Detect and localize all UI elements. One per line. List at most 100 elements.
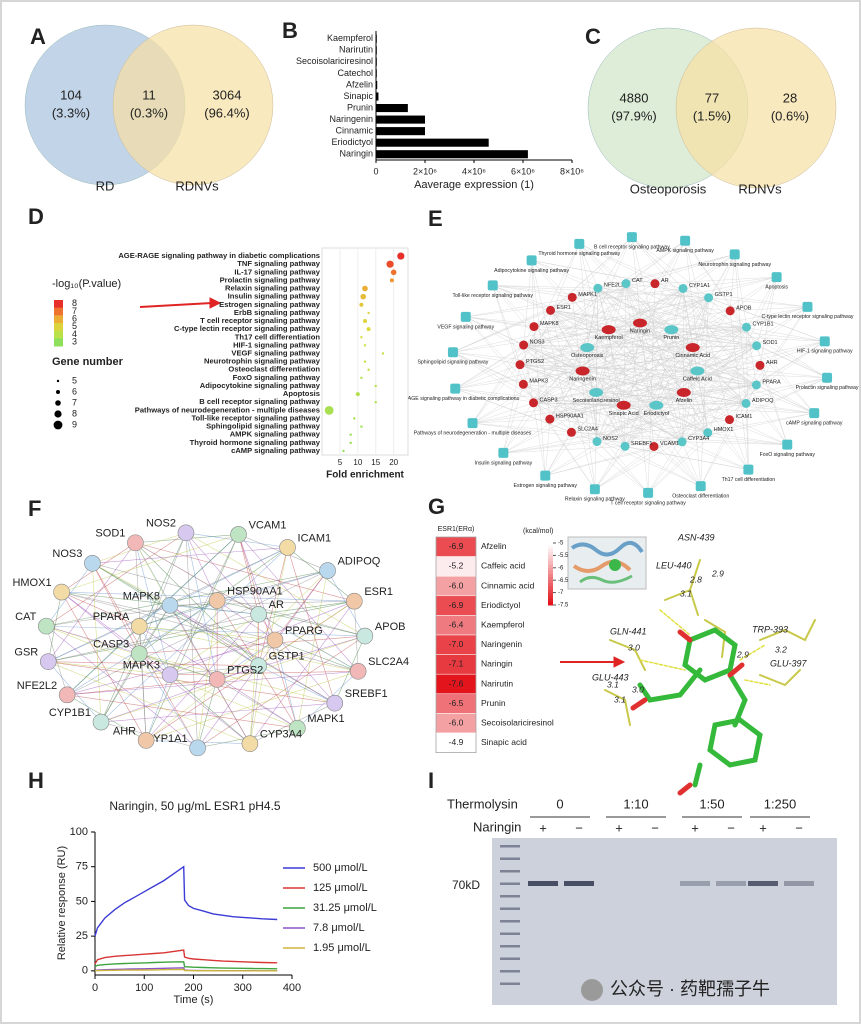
edge — [572, 297, 596, 490]
edge — [597, 288, 657, 406]
edge — [61, 591, 359, 672]
dot — [362, 285, 368, 292]
edge — [452, 352, 524, 385]
protein-node — [161, 666, 179, 683]
venn-count: 4880 — [620, 90, 649, 105]
y-tick-label: VEGF signaling pathway — [231, 349, 320, 358]
protein-node — [39, 653, 57, 670]
edge — [61, 591, 140, 627]
y-tick-label: Sphingolipid signaling pathway — [206, 422, 321, 431]
edge — [625, 283, 749, 470]
edge — [92, 547, 288, 564]
target-label: AR — [661, 278, 669, 284]
colorbar-step — [548, 570, 553, 575]
edge — [519, 306, 808, 365]
cell-label: -4.9 — [449, 737, 464, 747]
edge — [472, 418, 550, 424]
target-label: MAPK8 — [540, 321, 559, 327]
panel-letter: A — [30, 24, 46, 49]
pathway-label: C-type lectin receptor signaling pathway — [761, 314, 853, 320]
docking-inset — [567, 536, 647, 590]
y-tick-label: Catechol — [337, 68, 373, 78]
pathway-label: Insulin signaling pathway — [475, 460, 533, 466]
edge — [48, 605, 171, 662]
edge — [492, 285, 747, 404]
ladder-band — [500, 895, 520, 898]
edge — [258, 600, 355, 666]
colorbar-step — [548, 561, 553, 566]
protein-node — [189, 739, 206, 757]
edge — [653, 446, 701, 487]
cell-label: -6.5 — [449, 698, 464, 708]
pathway-label: Toll-like receptor signaling pathway — [453, 293, 534, 299]
y-tick-label: B cell receptor signaling pathway — [199, 397, 320, 406]
size-swatch — [56, 390, 60, 394]
target-label: APOB — [736, 305, 752, 311]
pathway-node — [487, 280, 498, 291]
legend-label: 31.25 μmol/L — [313, 902, 377, 914]
ladder-band — [500, 970, 520, 973]
target-node — [620, 441, 630, 451]
protein-label: NOS3 — [52, 548, 82, 560]
edge — [623, 384, 757, 406]
edge — [67, 570, 328, 696]
edge — [472, 384, 757, 424]
y-tick-label: Naringenin — [329, 114, 373, 124]
edge — [550, 310, 624, 406]
edge — [523, 344, 788, 445]
compound-label: Caffeic Acid — [683, 376, 712, 382]
edge — [169, 665, 259, 675]
compound-node — [633, 318, 647, 328]
pathway-label: Apoptosis — [765, 284, 788, 290]
protein-label: PTGS2 — [227, 664, 263, 676]
size-swatch — [55, 400, 61, 406]
edge — [523, 240, 686, 346]
compound-node — [685, 343, 700, 353]
protein-node — [346, 592, 363, 610]
colorbar-step — [548, 574, 553, 578]
edge — [519, 364, 749, 470]
edge — [258, 614, 359, 672]
pathway-label: Estrogen signaling pathway — [514, 483, 578, 489]
protein-label: MAPK1 — [307, 713, 344, 725]
edge — [579, 243, 598, 442]
legend-label: 7.8 μmol/L — [313, 922, 365, 934]
edge — [683, 384, 757, 393]
compound-node — [616, 400, 631, 410]
x-tick-label: 100 — [135, 982, 153, 994]
edge — [287, 547, 336, 704]
chart-title: Naringin, 50 μg/mL ESR1 pH4.5 — [109, 799, 281, 813]
color-swatch — [54, 307, 63, 316]
color-swatch — [54, 338, 63, 347]
pathway-node — [540, 470, 551, 481]
edge — [545, 288, 684, 476]
arrow-head — [209, 297, 222, 309]
row-label: Prunin — [481, 698, 506, 708]
venn-percent: (0.6%) — [771, 108, 809, 123]
series-line — [94, 968, 278, 972]
cell-label: -6.9 — [449, 541, 464, 551]
edge — [523, 344, 649, 493]
cell-label: -7.1 — [449, 659, 464, 669]
protein-node — [84, 554, 101, 572]
edge — [531, 260, 535, 327]
protein-node — [279, 539, 296, 556]
edge — [519, 240, 686, 365]
edge — [587, 347, 747, 404]
venn-percent: (3.3%) — [52, 105, 90, 120]
bar — [376, 138, 489, 147]
edge — [452, 352, 534, 403]
edge — [682, 441, 788, 445]
pathway-node — [574, 238, 585, 249]
edge — [523, 306, 808, 385]
edge — [100, 605, 171, 723]
bar — [376, 57, 377, 66]
dot — [363, 319, 367, 324]
protein-label: AHR — [113, 725, 136, 737]
target-node — [593, 283, 603, 293]
target-label: AHR — [766, 360, 778, 366]
edge — [48, 661, 251, 744]
pathway-node — [680, 235, 691, 246]
compound-label: Secoisolariciresinol — [573, 398, 620, 404]
heat-outline — [435, 536, 477, 753]
